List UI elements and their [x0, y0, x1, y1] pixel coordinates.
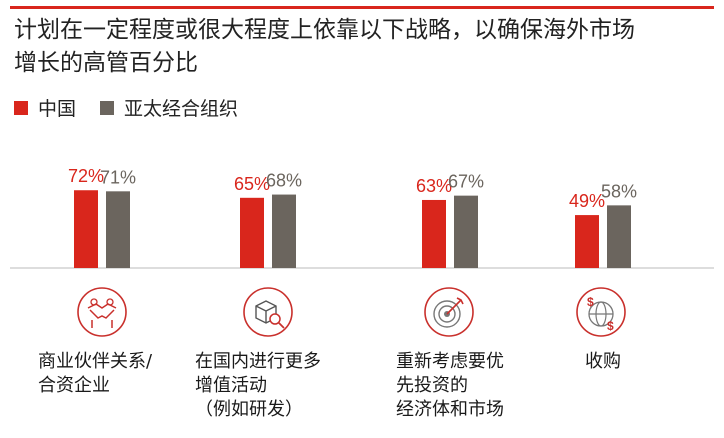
svg-text:$: $ — [607, 319, 614, 333]
bar-china-2 — [240, 197, 264, 268]
bar-apac-2 — [272, 194, 296, 268]
box-magnifier-icon — [243, 287, 293, 337]
data-label-apac-3: 67% — [448, 172, 484, 192]
category-2-line-3: （例如研发） — [195, 399, 303, 420]
legend-swatch-apac — [100, 100, 115, 115]
title-line-2: 增长的高管百分比 — [14, 50, 198, 76]
data-label-apac-4: 58% — [601, 181, 637, 201]
target-icon — [424, 287, 474, 337]
legend-item-apac: 亚太经合组织 — [100, 94, 238, 121]
category-2-line-2: 增值活动 — [195, 375, 267, 396]
category-label-3: 重新考虑要优 先投资的 经济体和市场 — [396, 350, 504, 422]
chart-title: 计划在一定程度或很大程度上依靠以下战略，以确保海外市场 增长的高管百分比 — [14, 14, 714, 80]
category-1-line-1: 商业伙伴关系/ — [38, 351, 153, 372]
category-1-line-2: 合资企业 — [38, 375, 110, 396]
handshake-icon — [77, 287, 127, 337]
category-4-line-1: 收购 — [585, 351, 621, 372]
category-3-line-1: 重新考虑要优 — [396, 351, 504, 372]
data-label-apac-2: 68% — [266, 171, 302, 191]
legend: 中国 亚太经合组织 — [14, 94, 262, 121]
data-label-china-1: 72% — [68, 166, 104, 186]
legend-label-china: 中国 — [38, 98, 77, 120]
category-label-4: 收购 — [585, 350, 621, 374]
legend-item-china: 中国 — [14, 94, 76, 121]
data-label-china-3: 63% — [416, 176, 452, 196]
data-label-china-2: 65% — [234, 174, 270, 194]
category-2-line-1: 在国内进行更多 — [195, 351, 321, 372]
category-label-2: 在国内进行更多 增值活动 （例如研发） — [195, 350, 321, 422]
title-line-1: 计划在一定程度或很大程度上依靠以下战略，以确保海外市场 — [14, 17, 635, 43]
globe-money-icon: $ $ — [576, 287, 626, 337]
bar-china-1 — [74, 190, 98, 268]
bar-apac-1 — [106, 191, 130, 268]
top-accent-rule — [10, 6, 714, 9]
bar-apac-3 — [454, 195, 478, 268]
category-3-line-3: 经济体和市场 — [396, 399, 504, 420]
legend-label-apac: 亚太经合组织 — [124, 98, 239, 120]
svg-text:$: $ — [587, 295, 594, 309]
data-label-apac-1: 71% — [100, 167, 136, 187]
bar-china-4 — [575, 215, 599, 268]
bar-china-3 — [422, 199, 446, 268]
category-label-1: 商业伙伴关系/ 合资企业 — [38, 350, 152, 398]
legend-swatch-china — [14, 100, 28, 115]
bar-apac-4 — [607, 205, 631, 268]
data-label-china-4: 49% — [569, 191, 605, 211]
category-3-line-2: 先投资的 — [396, 375, 468, 396]
